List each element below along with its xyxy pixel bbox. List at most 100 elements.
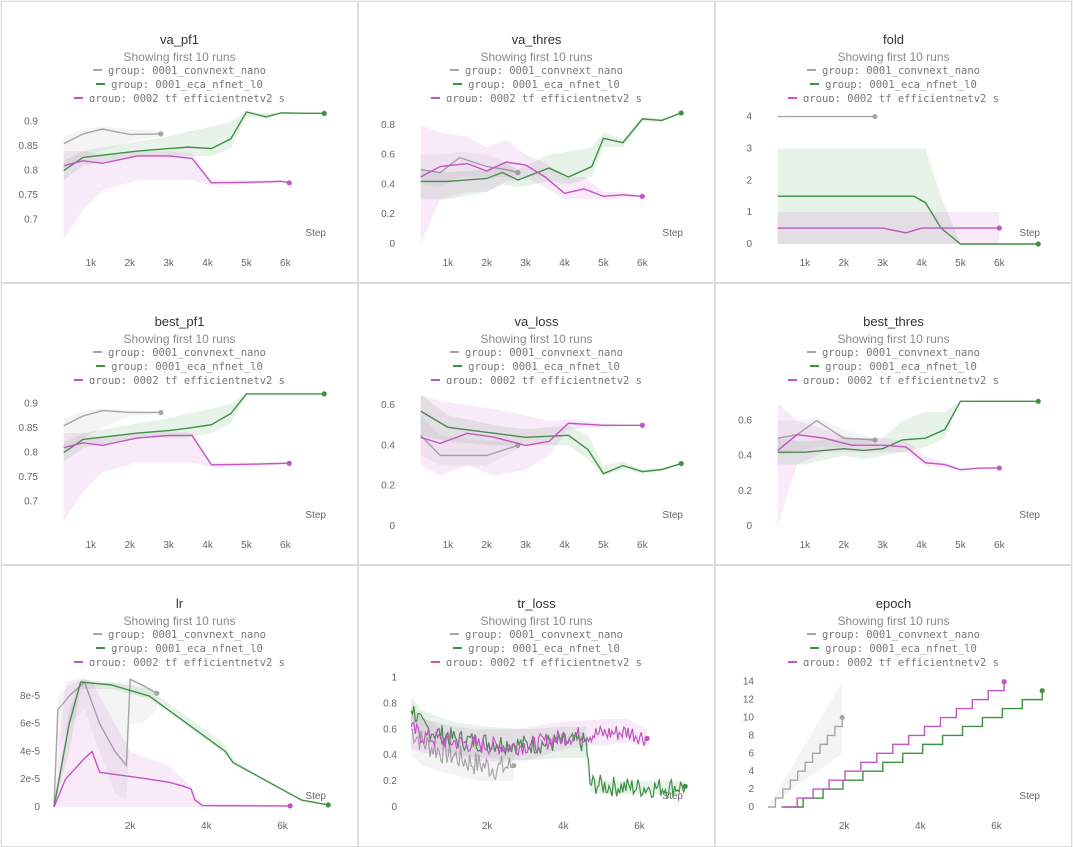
series-nfnet[interactable] bbox=[63, 110, 327, 181]
series-effnet[interactable] bbox=[410, 709, 650, 762]
chart-panel-epoch[interactable]: epoch Showing first 10 runs group: 0001_co… bbox=[715, 565, 1072, 847]
legend-item-nfnet[interactable]: group: 0001_eca_nfnet_l0 bbox=[716, 78, 1071, 92]
series-effnet[interactable] bbox=[63, 430, 292, 522]
series-line bbox=[63, 409, 161, 427]
chart-subtitle: Showing first 10 runs bbox=[480, 332, 593, 346]
legend-item-convnext[interactable]: group: 0001_convnext_nano bbox=[2, 346, 357, 360]
legend-item-nfnet[interactable]: group: 0001_eca_nfnet_l0 bbox=[2, 642, 357, 656]
series-nfnet[interactable] bbox=[777, 398, 1041, 465]
series-convnext[interactable] bbox=[420, 151, 521, 188]
legend-item-effnet[interactable]: group: 0002_tf_efficientnetv2_s bbox=[2, 374, 357, 384]
legend-item-effnet[interactable]: group: 0002_tf_efficientnetv2_s bbox=[716, 374, 1071, 384]
series-nfnet[interactable] bbox=[420, 395, 684, 476]
legend-label: group: 0002_tf_efficientnetv2_s bbox=[803, 93, 999, 102]
legend-item-convnext[interactable]: group: 0001_convnext_nano bbox=[716, 346, 1071, 360]
legend-item-convnext[interactable]: group: 0001_convnext_nano bbox=[2, 64, 357, 78]
legend-item-effnet[interactable]: group: 0002_tf_efficientnetv2_s bbox=[716, 656, 1071, 666]
legend-item-convnext[interactable]: group: 0001_convnext_nano bbox=[716, 628, 1071, 642]
y-tick-label: 4 bbox=[748, 766, 754, 777]
series-convnext[interactable] bbox=[777, 417, 878, 456]
legend-item-effnet[interactable]: group: 0002_tf_efficientnetv2_s bbox=[716, 92, 1071, 102]
legend-label: group: 0001_convnext_nano bbox=[821, 65, 981, 77]
legend-label: group: 0001_eca_nfnet_l0 bbox=[825, 643, 977, 655]
series-end-point bbox=[511, 762, 517, 769]
chart-title: va_pf1 bbox=[159, 32, 200, 47]
plot-area[interactable]: 0.7 0.75 0.8 0.85 0.9 1k 2k 3k 4k 5k 6k Step bbox=[2, 102, 357, 282]
plot-area[interactable]: 0 2 4 6 8 10 12 14 2k 4k 6k Step bbox=[716, 666, 1071, 846]
series-effnet[interactable] bbox=[420, 395, 645, 476]
series-nfnet[interactable] bbox=[63, 391, 327, 463]
chart-title: va_thres bbox=[511, 32, 562, 47]
chart-panel-va-pf1[interactable]: va_pf1 Showing first 10 runs group: 0001_c… bbox=[1, 1, 358, 283]
x-axis-label: Step bbox=[1019, 510, 1040, 521]
legend-item-nfnet[interactable]: group: 0001_eca_nfnet_l0 bbox=[359, 642, 714, 656]
legend-item-effnet[interactable]: group: 0002_tf_efficientnetv2_s bbox=[2, 92, 357, 102]
legend-swatch bbox=[74, 97, 84, 99]
series-nfnet[interactable] bbox=[53, 679, 331, 808]
series-convnext[interactable] bbox=[63, 408, 164, 453]
plot-area[interactable]: 0 0.2 0.4 0.6 1k 2k 3k 4k 5k 6k Step bbox=[359, 384, 714, 564]
series-convnext[interactable] bbox=[63, 126, 164, 171]
chart-panel-tr-loss[interactable]: tr_loss Showing first 10 runs group: 0001_… bbox=[358, 565, 715, 847]
series-convnext[interactable] bbox=[53, 677, 160, 808]
legend-item-effnet[interactable]: group: 0002_tf_efficientnetv2_s bbox=[359, 374, 714, 384]
series-line bbox=[420, 112, 682, 183]
legend-item-effnet[interactable]: group: 0002_tf_efficientnetv2_s bbox=[359, 92, 714, 102]
legend-item-effnet[interactable]: group: 0002_tf_efficientnetv2_s bbox=[359, 656, 714, 666]
plot-area[interactable]: 0.7 0.75 0.8 0.85 0.9 1k 2k 3k 4k 5k 6k Step bbox=[2, 384, 357, 564]
x-tick-label: 6k bbox=[277, 821, 289, 832]
legend-label: group: 0001_convnext_nano bbox=[821, 629, 981, 641]
y-tick-label: 0 bbox=[389, 521, 395, 532]
legend-item-convnext[interactable]: group: 0001_convnext_nano bbox=[359, 64, 714, 78]
series-line bbox=[63, 393, 325, 454]
chart-title: best_thres bbox=[863, 314, 924, 329]
chart-panel-best-pf1[interactable]: best_pf1 Showing first 10 runs group: 0001… bbox=[1, 283, 358, 565]
series-effnet[interactable] bbox=[63, 151, 292, 240]
series-effnet[interactable] bbox=[777, 212, 1002, 244]
series-convnext[interactable] bbox=[777, 113, 878, 120]
legend-item-nfnet[interactable]: group: 0001_eca_nfnet_l0 bbox=[716, 360, 1071, 374]
chart-panel-best-thres[interactable]: best_thres Showing first 10 runs group: 00… bbox=[715, 283, 1072, 565]
series-end-point bbox=[839, 714, 845, 721]
legend-item-nfnet[interactable]: group: 0001_eca_nfnet_l0 bbox=[2, 360, 357, 374]
legend-item-nfnet[interactable]: group: 0001_eca_nfnet_l0 bbox=[359, 360, 714, 374]
chart-title: lr bbox=[175, 596, 184, 611]
plot-area[interactable]: 0 0.2 0.4 0.6 0.8 1k 2k 3k 4k 5k 6k Step bbox=[359, 102, 714, 282]
chart-panel-lr[interactable]: lr Showing first 10 runs group: 0001_convn… bbox=[1, 565, 358, 847]
y-tick-label: 0.4 bbox=[383, 750, 397, 761]
legend-item-nfnet[interactable]: group: 0001_eca_nfnet_l0 bbox=[716, 642, 1071, 656]
series-end-point bbox=[682, 783, 688, 789]
series-effnet[interactable] bbox=[777, 403, 1002, 526]
y-tick-label: 0.2 bbox=[383, 776, 397, 787]
legend-item-convnext[interactable]: group: 0001_convnext_nano bbox=[716, 64, 1071, 78]
legend-swatch bbox=[96, 365, 106, 367]
series-nfnet[interactable] bbox=[777, 148, 1041, 247]
legend-item-convnext[interactable]: group: 0001_convnext_nano bbox=[359, 346, 714, 360]
series-nfnet[interactable] bbox=[420, 110, 684, 200]
series-effnet[interactable] bbox=[781, 679, 1007, 808]
legend-label: group: 0001_eca_nfnet_l0 bbox=[111, 361, 263, 373]
legend-item-nfnet[interactable]: group: 0001_eca_nfnet_l0 bbox=[359, 78, 714, 92]
y-tick-label: 0.6 bbox=[381, 150, 395, 161]
x-tick-label: 2k bbox=[839, 821, 851, 832]
legend-item-nfnet[interactable]: group: 0001_eca_nfnet_l0 bbox=[2, 78, 357, 92]
x-tick-label: 2k bbox=[838, 258, 850, 269]
chart-subtitle: Showing first 10 runs bbox=[837, 614, 950, 628]
series-band bbox=[777, 417, 875, 456]
series-effnet[interactable] bbox=[420, 124, 645, 244]
chart-legend: group: 0001_convnext_nano group: 0001_eca… bbox=[716, 628, 1071, 666]
series-end-point bbox=[321, 110, 327, 116]
series-convnext[interactable] bbox=[768, 681, 845, 808]
chart-panel-va-thres[interactable]: va_thres Showing first 10 runs group: 0001… bbox=[358, 1, 715, 283]
legend-item-effnet[interactable]: group: 0002_tf_efficientnetv2_s bbox=[2, 656, 357, 666]
legend-item-convnext[interactable]: group: 0001_convnext_nano bbox=[2, 628, 357, 642]
plot-area[interactable]: 0 0.2 0.4 0.6 1k 2k 3k 4k 5k 6k Step bbox=[716, 384, 1071, 564]
legend-item-convnext[interactable]: group: 0001_convnext_nano bbox=[359, 628, 714, 642]
plot-area[interactable]: 0 1 2 3 4 1k 2k 3k 4k 5k 6k Step bbox=[716, 102, 1071, 282]
chart-panel-fold[interactable]: fold Showing first 10 runs group: 0001_con… bbox=[715, 1, 1072, 283]
plot-area[interactable]: 0 2e-5 4e-5 6e-5 8e-5 2k 4k 6k Step bbox=[2, 666, 357, 846]
chart-panel-va-loss[interactable]: va_loss Showing first 10 runs group: 0001_… bbox=[358, 283, 715, 565]
series-effnet[interactable] bbox=[53, 677, 293, 809]
series-convnext[interactable] bbox=[420, 415, 521, 466]
